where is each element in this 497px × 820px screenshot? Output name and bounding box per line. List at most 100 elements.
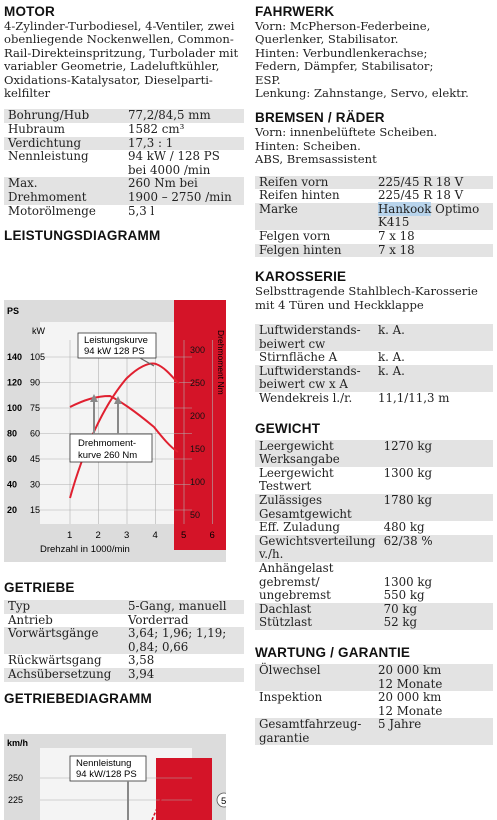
spec-label: Marke: [255, 202, 374, 231]
spec-row: Ölwechsel 20 000 km 12 Monate: [255, 663, 493, 692]
gewicht-heading: GEWICHT: [255, 420, 321, 436]
spec-label: Zulässiges Gesamtgewicht: [255, 493, 380, 522]
spec-value: 1300 kg: [383, 465, 433, 480]
redline-zone: [156, 758, 212, 820]
ps-tick: 80: [7, 429, 17, 439]
y-tick-225: 225: [8, 795, 23, 805]
karosserie-desc-line: Selbsttragende Stahlblech-Karosserie: [255, 284, 478, 299]
spec-label: Stirnfläche A: [259, 350, 338, 365]
kw-tick: 105: [30, 352, 45, 362]
karosserie-spec-table: Luftwiderstands-beiwert cw k. A. Stirnfläc…: [255, 323, 493, 406]
karosserie-heading: KAROSSERIE: [255, 269, 347, 285]
spec-label: Eff. Zuladung: [259, 520, 340, 535]
spec-value: 62/38 %: [379, 534, 493, 562]
nennleistung-label-line2: 94 kW/128 PS: [76, 769, 137, 780]
left-column: MOTOR 4-Zylinder-Turbodiesel, 4-Ventiler…: [4, 0, 244, 243]
spec-value: 225/45 R 18 V: [374, 175, 493, 190]
spec-row: Zulässiges Gesamtgewicht 1780 kg: [255, 493, 493, 522]
spec-label: Bohrung/Hub: [4, 109, 124, 124]
spec-value: 5 Jahre: [374, 717, 493, 746]
spec-label: Hubraum: [8, 122, 65, 137]
spec-row: Max. Drehmoment 260 Nm bei 1900 – 2750 /min: [4, 177, 244, 205]
spec-label: Felgen hinten: [255, 243, 374, 258]
spec-value: Hankook Optimo K415: [374, 201, 493, 231]
spec-label: Anhängelast gebremst/ungebremst: [259, 560, 334, 603]
spec-row: Stirnfläche A k. A.: [255, 351, 493, 365]
spec-label: Typ: [4, 599, 124, 614]
bremsen-desc-line: ABS, Bremsassistent: [255, 152, 377, 167]
spec-row: Motorölmenge 5,3 l: [4, 203, 244, 219]
leistungsdiagramm-chart: PS kW Drehmoment Nm 140 105 120 90 100 75 80 60…: [4, 300, 226, 562]
spec-row: Achsübersetzung 3,94: [4, 667, 244, 682]
leistungsdiagramm-heading: LEISTUNGSDIAGRAMM: [4, 228, 161, 244]
power-label-pointer: [139, 357, 155, 367]
torque-label-line2: kurve 260 Nm: [78, 450, 137, 461]
nm-tick: 300: [190, 345, 205, 355]
spec-row: Vorwärtsgänge 3,64; 1,96; 1,19; 0,84; 0,66: [4, 626, 244, 655]
spec-value: 20 000 km 12 Monate: [374, 663, 493, 692]
kw-tick: 45: [30, 454, 40, 464]
spec-value: Vorderrad: [128, 612, 189, 627]
fahrwerk-desc-line: Lenkung: Zahnstange, Servo, elektr.: [255, 86, 469, 101]
ps-tick: 140: [7, 352, 22, 362]
right-column: FAHRWERK Vorn: McPherson-Federbeine, Que…: [255, 0, 493, 746]
spec-value: 3,94: [124, 667, 244, 682]
spec-row: Luftwiderstands-beiwert cw k. A.: [255, 323, 493, 352]
power-label-line1: Leistungskurve: [84, 335, 148, 346]
spec-label: Motorölmenge: [8, 203, 96, 218]
x-tick: 1: [67, 530, 72, 541]
spec-label: Vorwärtsgänge: [4, 626, 124, 655]
spec-row: Dachlast Stützlast 70 kg 52 kg: [255, 602, 493, 630]
nennleistung-label-box: [69, 755, 147, 782]
spec-label: Max. Drehmoment: [4, 177, 124, 205]
kmh-axis-label: km/h: [7, 738, 28, 748]
redline-zone: [174, 300, 226, 550]
nm-tick: 50: [190, 510, 200, 520]
spec-row: Wendekreis l./r. 11,1/11,3 m: [255, 391, 493, 406]
spec-value: k. A.: [378, 350, 405, 365]
nm-tick: 250: [190, 378, 205, 388]
spec-label: Ölwechsel: [255, 663, 374, 692]
spec-row: Marke Hankook Optimo K415: [255, 201, 493, 231]
nm-tick: 200: [190, 411, 205, 421]
spec-label: Gesamtfahrzeug-garantie: [255, 717, 374, 746]
motor-heading: MOTOR: [4, 4, 55, 19]
gear-line: [151, 791, 165, 820]
spec-label: Felgen vorn: [259, 229, 331, 244]
bremsen-description: Vorn: innenbelüftete Scheiben. Hinten: S…: [255, 126, 493, 167]
spec-value: k. A.: [374, 364, 493, 392]
motor-desc-line: 4-Zylinder-Turbodiesel, 4-Ventiler, zwei: [4, 19, 235, 33]
kw-tick: 60: [30, 429, 40, 439]
power-label-line2: 94 kW 128 PS: [84, 346, 145, 357]
getriebediagramm-chart: km/h 250 225 Nennleistung 94 kW/128 PS 5: [4, 734, 226, 820]
spec-row: Felgen hinten 7 x 18: [255, 243, 493, 258]
x-tick: 3: [124, 530, 129, 541]
kw-tick: 90: [30, 378, 40, 388]
motor-desc-line: kelfilter: [4, 86, 51, 101]
highlighted-brand: Hankook: [378, 201, 432, 216]
gear-marker-label: 5: [221, 796, 226, 807]
torque-label-line1: Drehmoment-: [78, 438, 136, 449]
kw-tick: 30: [30, 480, 40, 490]
spec-value: 94 kW / 128 PS bei 4000 /min: [128, 149, 220, 177]
spec-value: 5,3 l: [128, 203, 155, 218]
nm-tick: 100: [190, 477, 205, 487]
fahrwerk-desc-line: ESP.: [255, 72, 281, 87]
torque-pointer-arrow: [90, 394, 98, 402]
spec-label: Luftwiderstands-beiwert cw x A: [255, 364, 374, 392]
fahrwerk-description: Vorn: McPherson-Federbeine, Querlenker, …: [255, 19, 493, 101]
spec-row: Reifen vorn 225/45 R 18 V: [255, 175, 493, 190]
spec-value: 17,3 : 1: [124, 136, 244, 151]
spec-label: Inspektion: [259, 690, 323, 705]
getriebediagramm-heading: GETRIEBEDIAGRAMM: [4, 690, 152, 706]
bremsen-spec-table: Reifen vorn 225/45 R 18 V Reifen hinten 225…: [255, 175, 493, 258]
spec-row: Antrieb Vorderrad: [4, 612, 244, 628]
spec-row: Anhängelast gebremst/ungebremst 1300 kg 550…: [255, 560, 493, 603]
ps-axis-label: PS: [7, 306, 19, 316]
fahrwerk-desc-line: Hinten: Verbundlenkerachse;: [255, 45, 428, 60]
spec-label: Reifen hinten: [259, 188, 340, 203]
ps-tick: 20: [7, 505, 17, 515]
